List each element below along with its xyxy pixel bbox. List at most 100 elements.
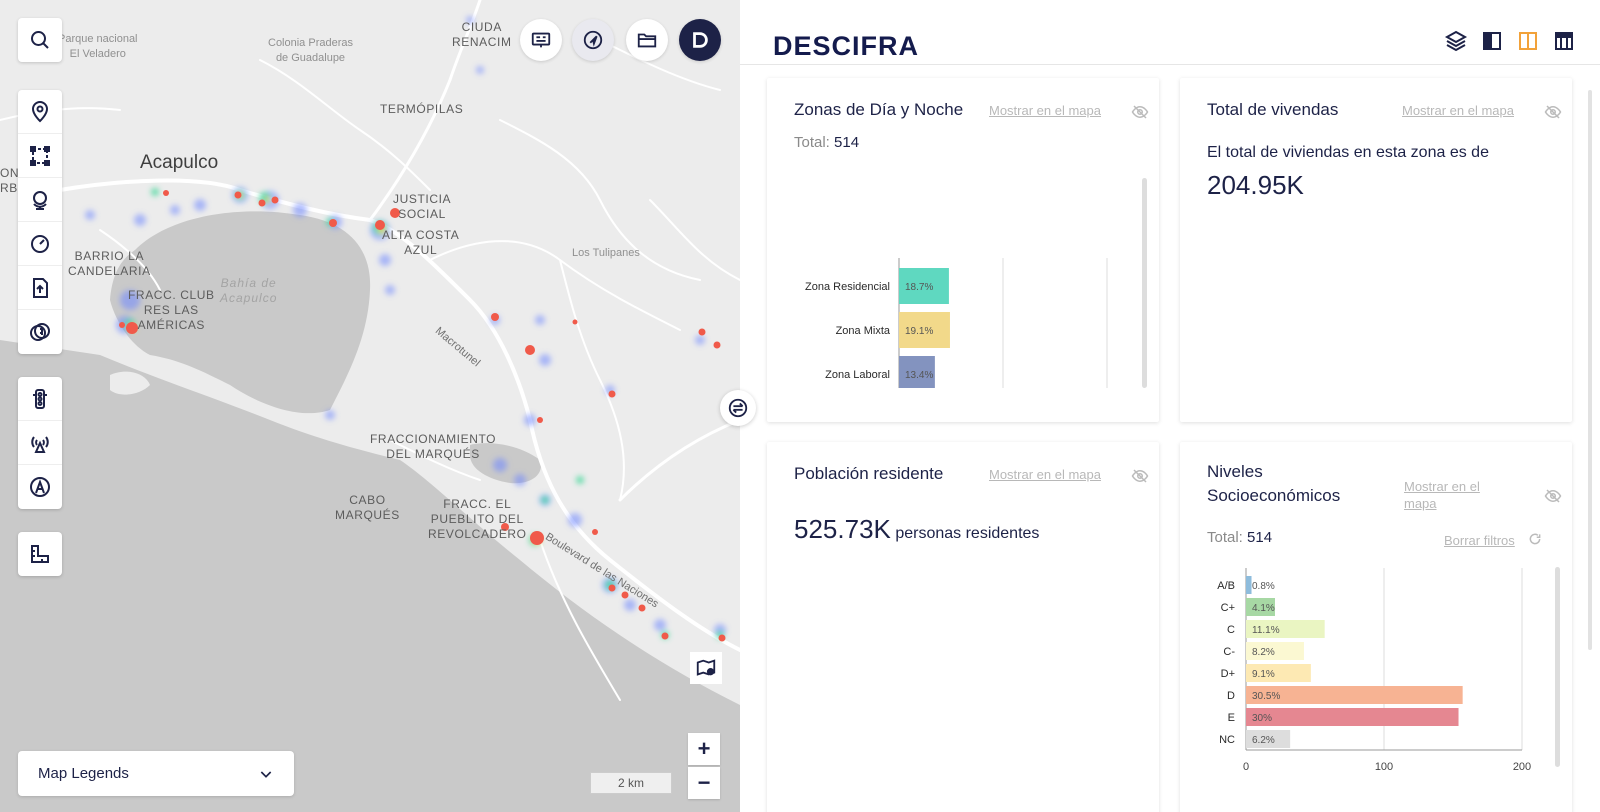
chevron-down-icon: [260, 770, 272, 778]
category-label: C: [1227, 624, 1235, 636]
bar[interactable]: [899, 268, 949, 304]
map-label-bahia: Bahía de Acapulco: [220, 276, 278, 305]
map-view[interactable]: Parque nacional El Veladero CIUDA RENACI…: [0, 0, 740, 812]
bar[interactable]: [1246, 576, 1252, 594]
isochrone-button[interactable]: [18, 222, 62, 266]
radius-button[interactable]: [18, 178, 62, 222]
descifra-logo: DESCIFRA: [773, 31, 920, 61]
card-poblacion: Población residente Mostrar en el mapa 5…: [767, 442, 1159, 812]
total-line: Total: 514: [794, 134, 860, 151]
panel-scrollbar[interactable]: [1588, 90, 1592, 650]
show-on-map-link[interactable]: Mostrar en el mapa: [1402, 103, 1514, 118]
measure-tool[interactable]: [18, 532, 62, 576]
category-label: Zona Laboral: [825, 369, 890, 381]
map-label-pueblito: FRACC. EL PUEBLITO DEL REVOLCADERO: [428, 497, 527, 541]
map-pin-icon: [31, 100, 49, 122]
bar[interactable]: [1246, 686, 1463, 704]
poblacion-value: 525.73K: [794, 514, 891, 544]
scale-bar: 2 km: [590, 772, 672, 794]
coins-button[interactable]: [18, 310, 62, 354]
layers-icon[interactable]: [1444, 29, 1468, 53]
poblacion-figure: 525.73K personas residentes: [794, 514, 1039, 545]
category-label: A/B: [1217, 580, 1235, 592]
search-tool[interactable]: [18, 18, 62, 62]
eye-off-icon[interactable]: [1131, 103, 1149, 121]
swap-panel-button[interactable]: [720, 390, 756, 426]
map-label-altacosta: ALTA COSTA AZUL: [382, 228, 460, 257]
eye-off-icon[interactable]: [1131, 467, 1149, 485]
polygon-button[interactable]: [18, 134, 62, 178]
map-label-ciudad: CIUDA RENACIM: [452, 20, 512, 49]
sidebar-left-layout-icon[interactable]: [1480, 29, 1504, 53]
show-on-map-link[interactable]: Mostrar en el mapa: [989, 467, 1101, 482]
viviendas-text: El total de viviendas en esta zona es de: [1207, 144, 1489, 161]
bar-value-label: 8.2%: [1252, 647, 1275, 658]
show-on-map-link[interactable]: Mostrar en el mapa: [989, 103, 1101, 118]
map-legends-label: Map Legends: [38, 765, 129, 782]
traffic-button[interactable]: [18, 377, 62, 421]
bar[interactable]: [1246, 642, 1304, 660]
card-title: Niveles Socioeconómicos: [1207, 462, 1341, 505]
map-label-justicia: JUSTICIA SOCIAL: [393, 192, 452, 221]
card-scrollbar[interactable]: [1142, 178, 1147, 388]
folder-button[interactable]: [626, 19, 668, 61]
pin-button[interactable]: [18, 90, 62, 134]
split-layout-icon[interactable]: [1516, 29, 1540, 53]
clear-filters-link[interactable]: Borrar filtros: [1444, 533, 1515, 548]
coins-icon: [30, 323, 50, 341]
map-label-acapulco: Acapulco: [140, 152, 219, 173]
navigation-icon: [583, 30, 603, 50]
map-legends-dropdown[interactable]: Map Legends: [18, 751, 294, 796]
eye-off-icon[interactable]: [1544, 487, 1562, 505]
card-title: Población residente: [794, 464, 944, 483]
panel-header: DESCIFRA: [740, 0, 1600, 65]
zoom-out-button[interactable]: −: [688, 767, 720, 799]
bar-value-label: 0.8%: [1252, 581, 1275, 592]
antenna-icon: [31, 435, 49, 453]
ruler-button[interactable]: [18, 532, 62, 576]
table-layout-icon[interactable]: [1552, 29, 1576, 53]
bar[interactable]: [1246, 598, 1275, 616]
antenna-button[interactable]: [18, 421, 62, 465]
category-label: E: [1228, 712, 1235, 724]
map-label-tulipanes: Los Tulipanes: [572, 247, 640, 259]
bar-value-label: 30.5%: [1252, 691, 1280, 702]
search-button[interactable]: [18, 18, 62, 62]
navigate-button[interactable]: [572, 19, 614, 61]
user-avatar[interactable]: [679, 19, 721, 61]
bar-value-label: 13.4%: [905, 370, 933, 381]
map-canvas[interactable]: [0, 0, 740, 812]
bar[interactable]: [1246, 620, 1325, 638]
eye-off-icon[interactable]: [1544, 103, 1562, 121]
presentation-icon: [531, 32, 551, 48]
upload-button[interactable]: [18, 266, 62, 310]
view-toggles: [1444, 29, 1576, 53]
bar[interactable]: [1246, 708, 1459, 726]
card-viviendas: Total de vivendas Mostrar en el mapa El …: [1180, 78, 1572, 422]
bar[interactable]: [1246, 730, 1291, 748]
bar[interactable]: [1246, 664, 1311, 682]
bar-value-label: 11.1%: [1252, 625, 1280, 636]
category-label: C-: [1223, 646, 1235, 658]
show-on-map-link[interactable]: Mostrar en el mapa: [1404, 479, 1480, 511]
card-scrollbar[interactable]: [1555, 567, 1560, 767]
x-tick-label: 100: [1375, 761, 1393, 773]
bar[interactable]: [899, 312, 950, 348]
compass-button[interactable]: [18, 465, 62, 509]
presentation-button[interactable]: [520, 19, 562, 61]
swap-icon: [728, 398, 748, 418]
zoom-in-button[interactable]: +: [688, 733, 720, 765]
upload-file-icon: [33, 277, 48, 298]
map-style-button[interactable]: [690, 652, 722, 684]
card-title: Zonas de Día y Noche: [794, 100, 964, 119]
x-tick-label: 200: [1513, 761, 1531, 773]
bar[interactable]: [899, 356, 935, 388]
category-label: Zona Residencial: [805, 281, 890, 293]
layer-tools-group: [18, 377, 62, 509]
bar-value-label: 30%: [1252, 713, 1272, 724]
category-label: D+: [1221, 668, 1235, 680]
map-label-fracc-club: FRACC. CLUB RES LAS AMÉRICAS: [128, 288, 215, 332]
refresh-icon[interactable]: [1528, 532, 1542, 546]
category-label: C+: [1221, 602, 1235, 614]
